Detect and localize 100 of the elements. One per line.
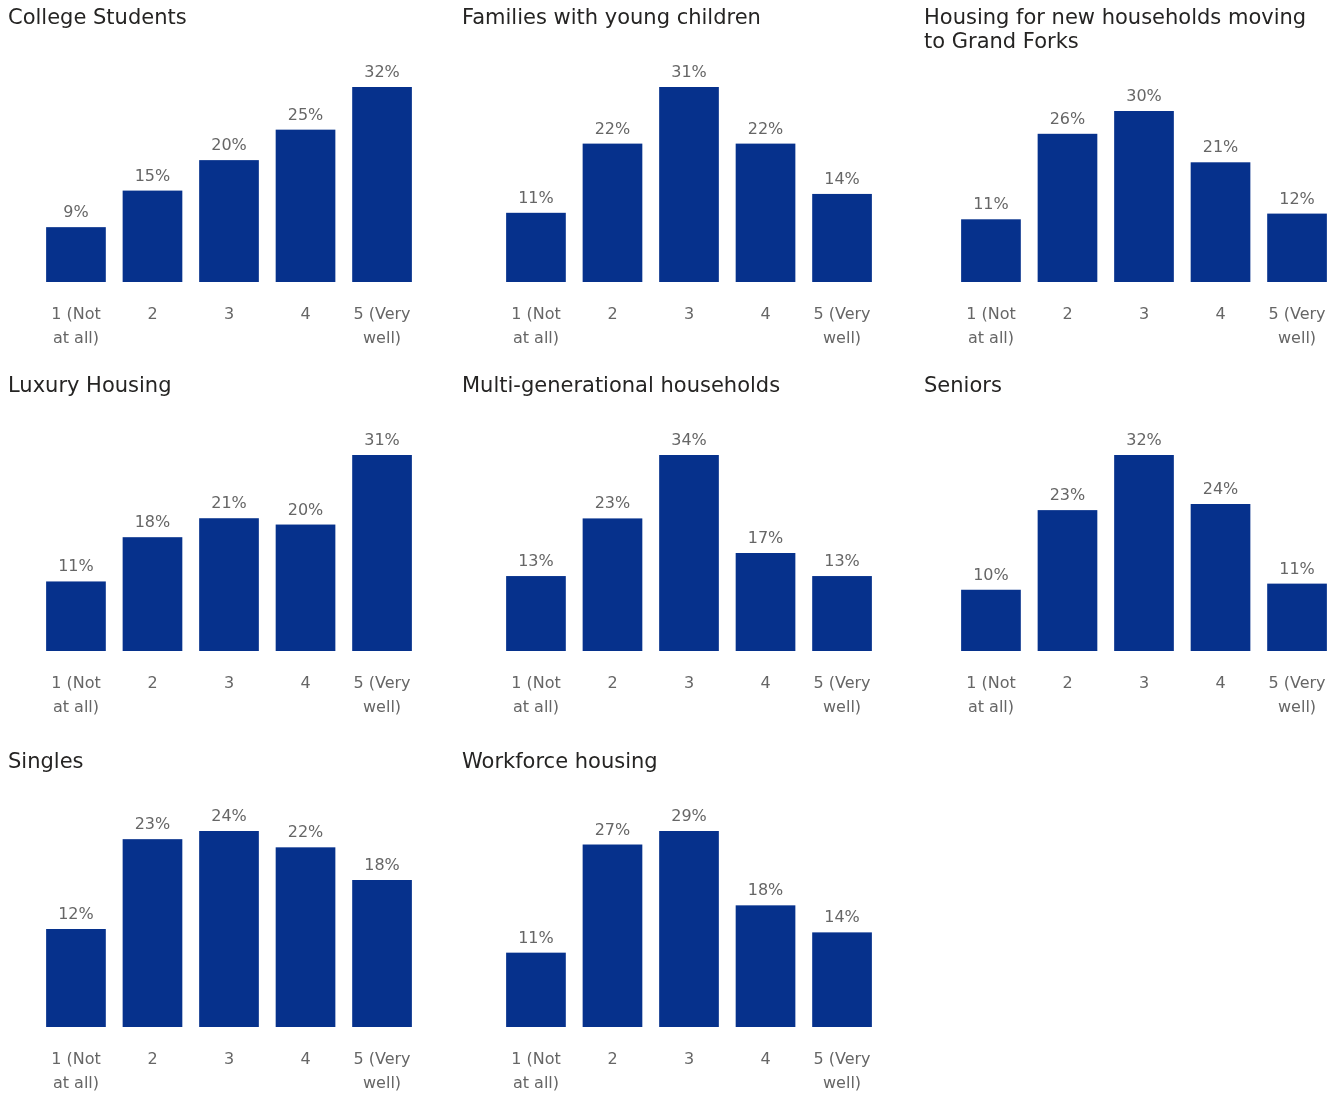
x-tick-label: 5 (Very well) bbox=[813, 1049, 871, 1092]
data-label: 10% bbox=[973, 564, 1009, 584]
data-label: 20% bbox=[287, 499, 324, 519]
data-label: 24% bbox=[1202, 479, 1239, 498]
x-tick-label: 3 bbox=[683, 673, 695, 692]
bar bbox=[582, 518, 643, 651]
chart-title: Multi-generational households bbox=[462, 373, 781, 397]
bar bbox=[735, 553, 796, 651]
x-tick-label: 2 bbox=[1062, 304, 1073, 323]
data-label: 22% bbox=[287, 822, 324, 842]
bar bbox=[1114, 455, 1174, 651]
x-tick-label: 5 (Very well) bbox=[353, 673, 411, 716]
data-label: 30% bbox=[1126, 86, 1162, 105]
x-tick-label: 3 bbox=[223, 1049, 235, 1068]
bar bbox=[352, 880, 412, 1027]
x-tick-label: 4 bbox=[1215, 673, 1226, 692]
bar bbox=[46, 581, 106, 651]
x-tick-label: 1 (Not at all) bbox=[51, 1049, 101, 1092]
data-label: 14% bbox=[824, 907, 860, 927]
data-label: 12% bbox=[58, 904, 94, 923]
x-tick-label: 1 (Not at all) bbox=[511, 1049, 561, 1092]
data-label: 22% bbox=[594, 118, 631, 138]
bar bbox=[812, 576, 872, 651]
data-label: 23% bbox=[1049, 485, 1086, 505]
x-tick-label: 2 bbox=[607, 304, 618, 323]
bar bbox=[1114, 111, 1174, 282]
data-label: 21% bbox=[211, 493, 247, 513]
data-label: 21% bbox=[1202, 137, 1239, 157]
bar bbox=[352, 87, 412, 282]
data-label: 23% bbox=[594, 493, 631, 513]
x-tick-label: 1 (Not at all) bbox=[511, 304, 561, 347]
x-tick-label: 5 (Very well) bbox=[353, 1049, 411, 1092]
data-label: 20% bbox=[211, 135, 247, 155]
x-tick-label: 3 bbox=[223, 673, 235, 692]
bar bbox=[1267, 213, 1327, 282]
bar bbox=[735, 143, 796, 282]
bar bbox=[582, 844, 643, 1027]
chart-title: Singles bbox=[8, 749, 84, 773]
data-label: 13% bbox=[518, 551, 554, 571]
x-tick-label: 4 bbox=[760, 673, 771, 692]
bar bbox=[961, 589, 1021, 651]
x-tick-label: 3 bbox=[683, 1049, 695, 1068]
bar bbox=[1037, 510, 1098, 651]
chart-title: Families with young children bbox=[462, 5, 761, 29]
x-tick-label: 3 bbox=[223, 304, 235, 323]
x-tick-label: 1 (Not at all) bbox=[511, 673, 561, 716]
data-label: 11% bbox=[1279, 558, 1315, 578]
chart-title: Luxury Housing bbox=[8, 373, 172, 397]
data-label: 12% bbox=[1279, 188, 1315, 208]
data-label: 18% bbox=[364, 855, 400, 874]
bar bbox=[506, 576, 566, 651]
x-tick-label: 1 (Not at all) bbox=[966, 304, 1016, 347]
bar bbox=[122, 190, 183, 282]
chart-title: Housing for new households moving to Grand Forks bbox=[924, 5, 1307, 53]
data-label: 18% bbox=[134, 512, 171, 532]
x-tick-label: 2 bbox=[607, 673, 618, 692]
x-tick-label: 3 bbox=[683, 304, 695, 323]
x-tick-label: 3 bbox=[1138, 304, 1150, 323]
x-tick-label: 2 bbox=[147, 673, 158, 692]
bar bbox=[352, 455, 412, 651]
data-label: 18% bbox=[747, 880, 784, 900]
bar bbox=[122, 839, 183, 1027]
bar bbox=[275, 847, 336, 1027]
x-tick-label: 2 bbox=[147, 1049, 158, 1068]
data-label: 26% bbox=[1049, 108, 1086, 128]
chart-title: Workforce housing bbox=[462, 749, 658, 773]
bar bbox=[812, 193, 872, 282]
x-tick-label: 4 bbox=[760, 304, 771, 323]
data-label: 15% bbox=[134, 165, 171, 185]
x-tick-label: 5 (Very well) bbox=[353, 304, 411, 347]
x-tick-label: 4 bbox=[300, 1049, 311, 1068]
bar bbox=[1190, 162, 1251, 282]
bar bbox=[812, 932, 872, 1027]
x-tick-label: 4 bbox=[1215, 304, 1226, 323]
x-tick-label: 2 bbox=[607, 1049, 618, 1068]
data-label: 11% bbox=[518, 187, 554, 207]
x-tick-label: 1 (Not at all) bbox=[51, 673, 101, 716]
x-tick-label: 2 bbox=[147, 304, 158, 323]
bar bbox=[582, 143, 643, 282]
x-tick-label: 4 bbox=[300, 304, 311, 323]
x-tick-label: 4 bbox=[760, 1049, 771, 1068]
bar bbox=[1267, 583, 1327, 651]
data-label: 11% bbox=[973, 194, 1009, 214]
data-label: 14% bbox=[824, 168, 860, 188]
chart-title: College Students bbox=[8, 5, 187, 29]
data-label: 25% bbox=[287, 104, 324, 124]
x-tick-label: 5 (Very well) bbox=[1268, 304, 1326, 347]
data-label: 29% bbox=[671, 806, 707, 825]
data-label: 11% bbox=[518, 927, 554, 947]
x-tick-label: 4 bbox=[300, 673, 311, 692]
bar bbox=[506, 952, 566, 1027]
data-label: 34% bbox=[671, 430, 707, 449]
bar bbox=[46, 929, 106, 1027]
data-label: 23% bbox=[134, 814, 171, 834]
bar bbox=[659, 455, 719, 651]
x-tick-label: 1 (Not at all) bbox=[51, 304, 101, 347]
bar bbox=[659, 831, 719, 1027]
data-label: 11% bbox=[58, 556, 94, 576]
bar bbox=[659, 87, 719, 282]
bar bbox=[1190, 504, 1251, 651]
